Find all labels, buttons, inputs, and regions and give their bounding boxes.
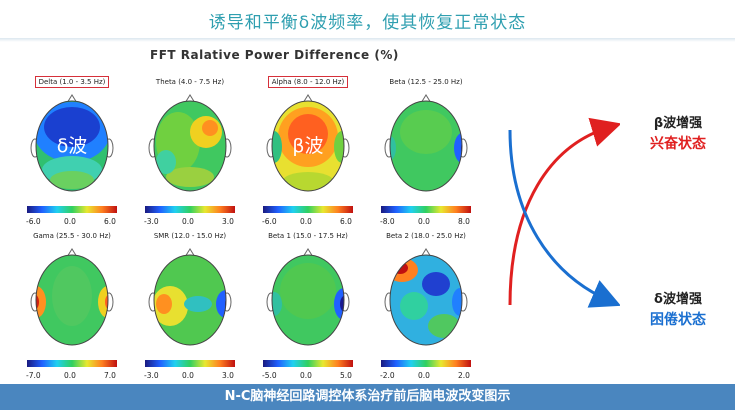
colorbar-min: -6.0	[262, 217, 277, 226]
colorbar-mid: 0.0	[418, 371, 430, 380]
colorbar	[145, 206, 235, 213]
topomap-head-beta2	[384, 248, 468, 346]
colorbar-min: -8.0	[380, 217, 395, 226]
topomap-panel-beta: Beta (12.5 - 25.0 Hz) -8.0 0.0 8.0	[376, 78, 476, 233]
colorbar-min: -7.0	[26, 371, 41, 380]
colorbar-max: 7.0	[104, 371, 116, 380]
topomap-panel-beta1: Beta 1 (15.0 - 17.5 Hz) -5.0 0.0 5.0	[258, 232, 358, 387]
colorbar	[27, 206, 117, 213]
topomap-panel-beta2: Beta 2 (18.0 - 25.0 Hz) -2.0 0.0 2.0	[376, 232, 476, 387]
colorbar	[263, 360, 353, 367]
panel-label: Beta 2 (18.0 - 25.0 Hz)	[386, 232, 466, 240]
topomap-panel-delta: Delta (1.0 - 3.5 Hz) δ波 -6.0 0.0 6.0	[22, 76, 122, 233]
colorbar-max: 2.0	[458, 371, 470, 380]
topomap-head-delta: δ波	[30, 94, 114, 192]
colorbar	[263, 206, 353, 213]
topomap-panel-smr: SMR (12.0 - 15.0 Hz) -3.0 0.0 3.0	[140, 232, 240, 387]
colorbar-max: 6.0	[104, 217, 116, 226]
colorbar-mid: 0.0	[418, 217, 430, 226]
transition-arrows	[508, 117, 620, 308]
topomap-head-beta	[384, 94, 468, 192]
delta-state-line2: 困倦状态	[650, 312, 706, 328]
beta-state: β波增强 兴奋状态	[628, 112, 728, 153]
colorbar-mid: 0.0	[300, 217, 312, 226]
colorbar-min: -6.0	[26, 217, 41, 226]
colorbar-mid: 0.0	[182, 217, 194, 226]
panel-label: Beta 1 (15.0 - 17.5 Hz)	[268, 232, 348, 240]
colorbar-mid: 0.0	[64, 217, 76, 226]
colorbar-max: 3.0	[222, 371, 234, 380]
colorbar	[381, 360, 471, 367]
colorbar-min: -5.0	[262, 371, 277, 380]
colorbar-max: 6.0	[340, 217, 352, 226]
topomap-head-beta1	[266, 248, 350, 346]
panel-label: Delta (1.0 - 3.5 Hz)	[22, 76, 122, 88]
colorbar	[145, 360, 235, 367]
colorbar	[27, 360, 117, 367]
colorbar-max: 3.0	[222, 217, 234, 226]
panel-label: Theta (4.0 - 7.5 Hz)	[155, 78, 225, 86]
colorbar	[381, 206, 471, 213]
topomap-head-smr	[148, 248, 232, 346]
colorbar-min: -3.0	[144, 217, 159, 226]
panel-label: Gama (25.5 - 30.0 Hz)	[33, 232, 111, 240]
panel-label: Alpha (8.0 - 12.0 Hz)	[258, 76, 358, 88]
title-divider	[0, 38, 735, 42]
colorbar-max: 8.0	[458, 217, 470, 226]
beta-state-line1: β波增强	[653, 116, 703, 131]
colorbar-max: 5.0	[340, 371, 352, 380]
arrow-to-delta	[508, 129, 620, 308]
colorbar-min: -3.0	[144, 371, 159, 380]
panel-label: SMR (12.0 - 15.0 Hz)	[153, 232, 227, 240]
figure-title: FFT Ralative Power Difference (%)	[150, 48, 399, 62]
arrow-to-beta	[508, 117, 620, 306]
topomap-head-alpha: β波	[266, 94, 350, 192]
topomap-head-theta	[148, 94, 232, 192]
topomap-panel-alpha: Alpha (8.0 - 12.0 Hz) β波 -6.0 0.0 6.0	[258, 76, 358, 233]
delta-overlay-label: δ波	[57, 135, 88, 157]
page-title: 诱导和平衡δ波频率，使其恢复正常状态	[208, 13, 527, 33]
panel-label: Beta (12.5 - 25.0 Hz)	[389, 78, 463, 86]
beta-overlay-label: β波	[292, 135, 323, 157]
delta-state-line1: δ波增强	[654, 292, 702, 307]
topomap-panel-theta: Theta (4.0 - 7.5 Hz) -3.0 0.0 3.0	[140, 78, 240, 233]
colorbar-mid: 0.0	[64, 371, 76, 380]
colorbar-min: -2.0	[380, 371, 395, 380]
colorbar-mid: 0.0	[300, 371, 312, 380]
topomap-head-gama	[30, 248, 114, 346]
colorbar-mid: 0.0	[182, 371, 194, 380]
topomap-panel-gama: Gama (25.5 - 30.0 Hz) -7.0 0.0 7.0	[22, 232, 122, 387]
beta-state-line2: 兴奋状态	[650, 136, 706, 152]
footer-caption: N-C脑神经回路调控体系治疗前后脑电波改变图示	[0, 384, 735, 410]
delta-state: δ波增强 困倦状态	[628, 288, 728, 329]
